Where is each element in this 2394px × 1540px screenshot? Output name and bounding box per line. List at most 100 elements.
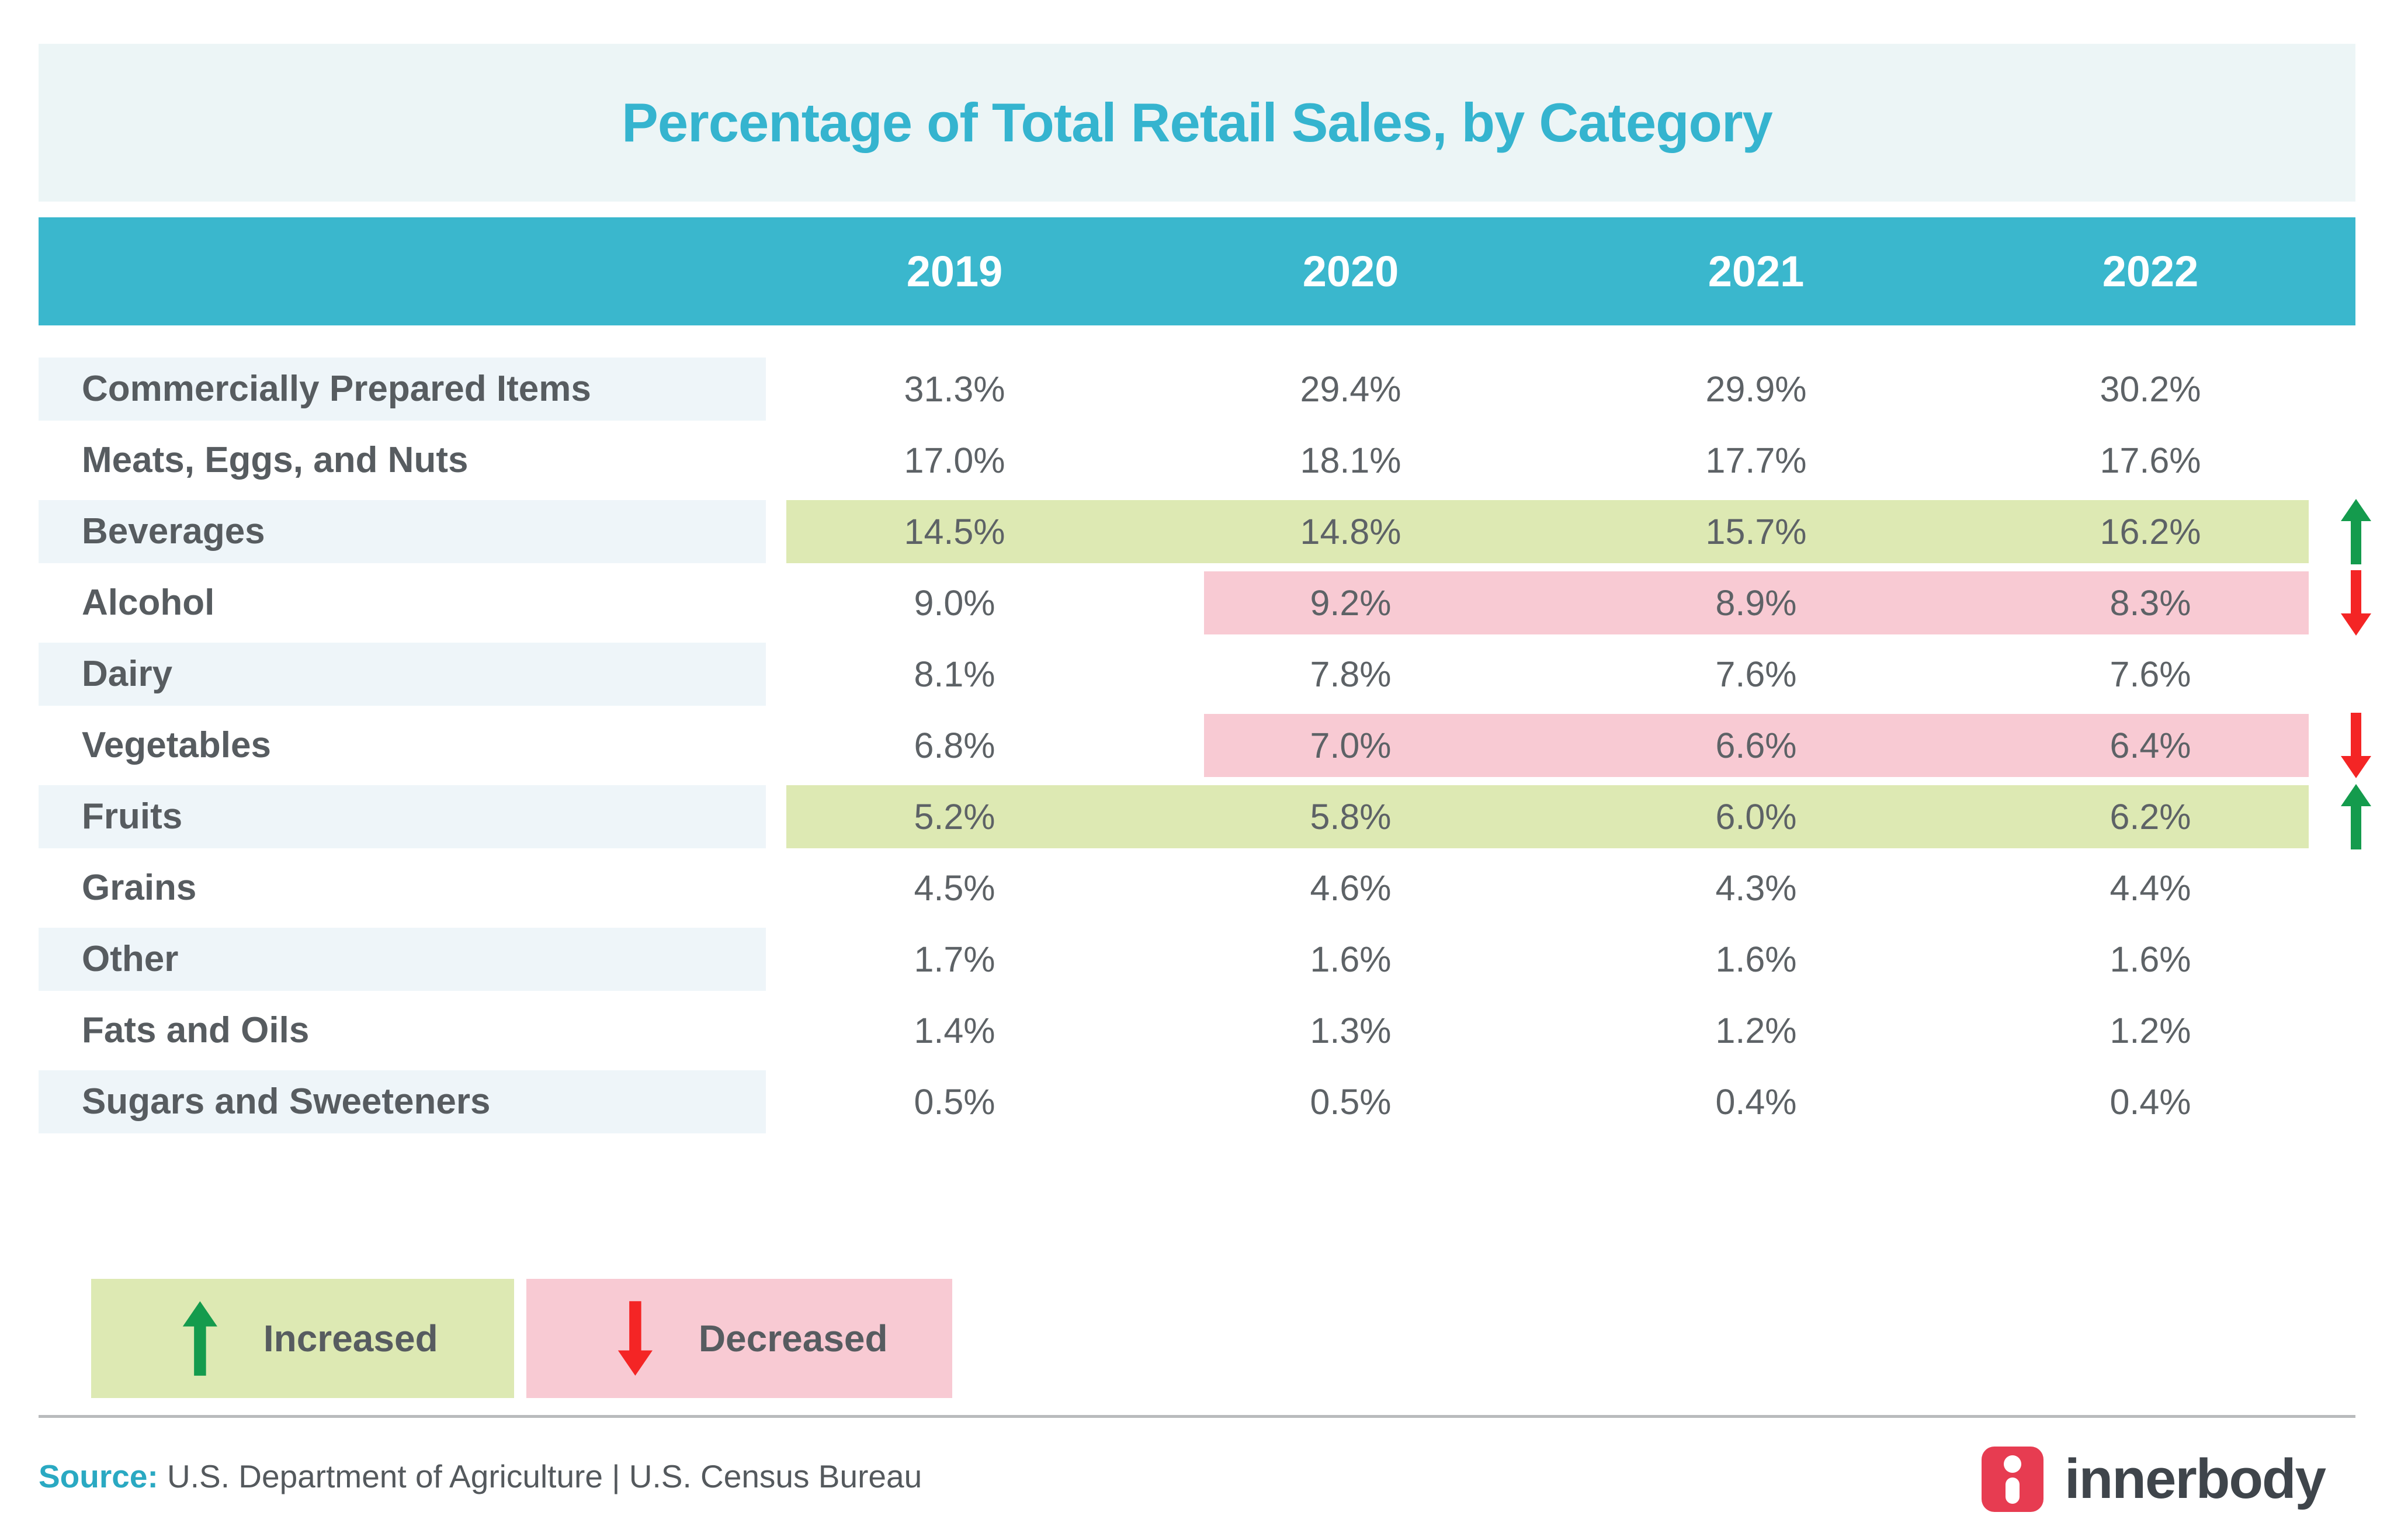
innerbody-logo: innerbody xyxy=(1981,1438,2326,1520)
cell-2019: 14.5% xyxy=(904,512,1005,552)
cell-2021: 1.2% xyxy=(1715,1011,1797,1050)
row-label: Other xyxy=(82,939,179,979)
column-header-2021: 2021 xyxy=(1708,247,1805,296)
source-text: U.S. Department of Agriculture | U.S. Ce… xyxy=(158,1458,922,1494)
cell-2019: 17.0% xyxy=(904,441,1005,480)
cell-2022: 1.6% xyxy=(2110,939,2191,979)
cell-2019: 5.2% xyxy=(914,797,995,837)
column-header-2020: 2020 xyxy=(1302,247,1399,296)
row-label: Fats and Oils xyxy=(82,1010,310,1050)
cell-2020: 29.4% xyxy=(1300,369,1401,409)
table-row: Meats, Eggs, and Nuts 17.0% 18.1% 17.7% … xyxy=(39,429,2355,492)
table-row: Sugars and Sweeteners 0.5% 0.5% 0.4% 0.4… xyxy=(39,1070,2355,1133)
cell-2021: 8.9% xyxy=(1715,583,1797,623)
column-header-2022: 2022 xyxy=(2102,247,2199,296)
innerbody-wordmark: innerbody xyxy=(2064,1448,2326,1510)
legend-increased: Increased xyxy=(91,1279,514,1398)
page-title: Percentage of Total Retail Sales, by Cat… xyxy=(622,92,1773,153)
cell-2019: 6.8% xyxy=(914,726,995,765)
trend-arrow xyxy=(2318,782,2394,852)
cell-2019: 4.5% xyxy=(914,868,995,908)
cell-2021: 29.9% xyxy=(1705,369,1807,409)
row-label: Grains xyxy=(82,868,197,908)
legend-increased-label: Increased xyxy=(263,1317,438,1359)
cell-2020: 4.6% xyxy=(1310,868,1392,908)
row-trend-highlight xyxy=(1204,714,2309,777)
cell-2020: 7.8% xyxy=(1310,654,1392,694)
table-row: Dairy 8.1% 7.8% 7.6% 7.6% xyxy=(39,643,2355,706)
table-row: Fruits 5.2% 5.8% 6.0% 6.2% xyxy=(39,784,2371,849)
legend: Increased Decreased xyxy=(39,1279,2355,1398)
cell-2021: 17.7% xyxy=(1705,441,1807,480)
legend-decreased: Decreased xyxy=(526,1279,952,1398)
cell-2019: 9.0% xyxy=(914,583,995,623)
arrow-icon xyxy=(2341,499,2371,564)
cell-2019: 31.3% xyxy=(904,369,1005,409)
row-label: Vegetables xyxy=(82,725,271,765)
cell-2022: 6.2% xyxy=(2110,797,2191,837)
cell-2022: 30.2% xyxy=(2100,369,2201,409)
arrow-icon xyxy=(2341,570,2371,636)
trend-arrow xyxy=(2318,710,2394,781)
cell-2020: 7.0% xyxy=(1310,726,1392,765)
column-header-2019: 2019 xyxy=(906,247,1003,296)
cell-2021: 7.6% xyxy=(1715,654,1797,694)
cell-2019: 1.4% xyxy=(914,1011,995,1050)
cell-2022: 4.4% xyxy=(2110,868,2191,908)
table-body: Commercially Prepared Items 31.3% 29.4% … xyxy=(39,358,2371,1142)
trend-arrow xyxy=(2318,497,2394,567)
row-label-background xyxy=(39,928,766,991)
cell-2021: 0.4% xyxy=(1715,1082,1797,1122)
table-row: Grains 4.5% 4.6% 4.3% 4.4% xyxy=(39,856,2355,920)
table-header-row: 2019 2020 2021 2022 xyxy=(39,217,2355,325)
i-dot xyxy=(2003,1455,2021,1473)
row-label: Meats, Eggs, and Nuts xyxy=(82,440,469,480)
trend-arrow xyxy=(2318,568,2394,638)
footer-divider xyxy=(39,1415,2355,1418)
cell-2021: 15.7% xyxy=(1705,512,1807,552)
cell-2019: 1.7% xyxy=(914,939,995,979)
arrow-icon xyxy=(2341,713,2371,778)
table-row: Beverages 14.5% 14.8% 15.7% 16.2% xyxy=(39,499,2371,564)
row-label: Sugars and Sweeteners xyxy=(82,1081,491,1122)
source-label: Source: xyxy=(39,1458,158,1494)
row-trend-highlight xyxy=(1204,571,2309,634)
cell-2021: 6.6% xyxy=(1715,726,1797,765)
cell-2022: 17.6% xyxy=(2100,441,2201,480)
row-trend-highlight xyxy=(786,500,2309,563)
table-row: Commercially Prepared Items 31.3% 29.4% … xyxy=(39,358,2355,421)
cell-2020: 0.5% xyxy=(1310,1082,1392,1122)
cell-2020: 18.1% xyxy=(1300,441,1401,480)
cell-2020: 14.8% xyxy=(1300,512,1401,552)
table-row: Alcohol 9.0% 9.2% 8.9% 8.3% xyxy=(39,570,2371,636)
cell-2021: 4.3% xyxy=(1715,868,1797,908)
cell-2021: 1.6% xyxy=(1715,939,1797,979)
cell-2020: 5.8% xyxy=(1310,797,1392,837)
row-label-background xyxy=(39,785,766,848)
table-row: Vegetables 6.8% 7.0% 6.6% 6.4% xyxy=(39,713,2371,778)
row-label-background xyxy=(39,1070,766,1133)
row-label: Commercially Prepared Items xyxy=(82,369,591,409)
cell-2022: 16.2% xyxy=(2100,512,2201,552)
row-label: Fruits xyxy=(82,796,183,837)
cell-2022: 6.4% xyxy=(2110,726,2191,765)
table-row: Other 1.7% 1.6% 1.6% 1.6% xyxy=(39,928,2355,991)
cell-2021: 6.0% xyxy=(1715,797,1797,837)
row-label: Dairy xyxy=(82,654,173,694)
cell-2022: 1.2% xyxy=(2110,1011,2191,1050)
title-banner: Percentage of Total Retail Sales, by Cat… xyxy=(39,44,2355,202)
down-arrow-icon xyxy=(617,1301,653,1376)
innerbody-icon xyxy=(1981,1447,2043,1512)
cell-2020: 9.2% xyxy=(1310,583,1392,623)
cell-2020: 1.6% xyxy=(1310,939,1392,979)
cell-2022: 8.3% xyxy=(2110,583,2191,623)
row-label-background xyxy=(39,500,766,563)
row-label: Beverages xyxy=(82,511,265,552)
row-trend-highlight xyxy=(786,785,2309,848)
source-line: Source: U.S. Department of Agriculture |… xyxy=(39,1458,922,1495)
arrow-icon xyxy=(2341,784,2371,849)
row-label-background xyxy=(39,358,766,421)
up-arrow-icon xyxy=(182,1301,217,1376)
row-label-background xyxy=(39,643,766,706)
